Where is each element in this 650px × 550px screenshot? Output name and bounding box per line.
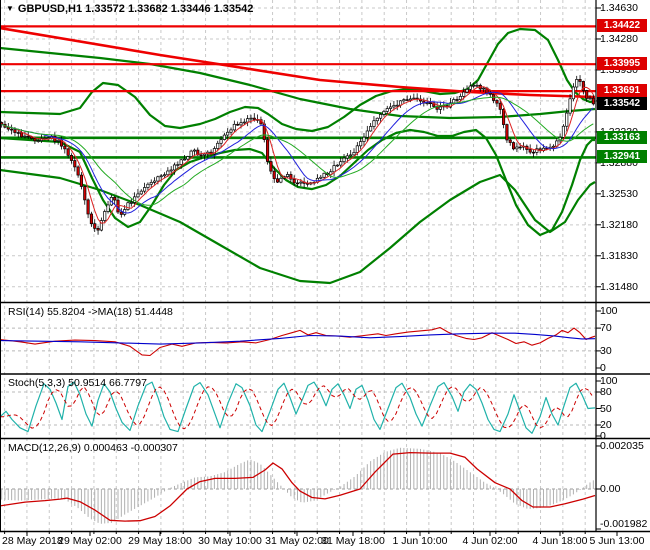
stochastic-panel[interactable] [0, 381, 596, 434]
macd-panel[interactable] [0, 447, 596, 524]
rsi-panel[interactable] [0, 326, 596, 357]
panel-borders [0, 0, 650, 536]
moving-averages-layer [1, 86, 594, 224]
grid-lines [0, 0, 596, 531]
